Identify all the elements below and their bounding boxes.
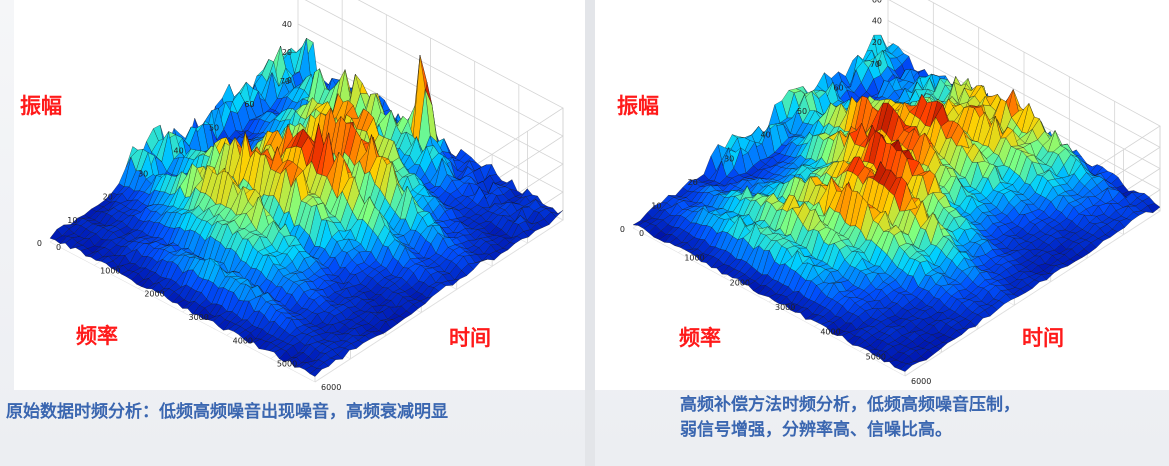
z-tick-label: 20 bbox=[872, 38, 882, 47]
freq-tick-label: 20 bbox=[688, 178, 698, 187]
time-tick-label: 0 bbox=[56, 243, 61, 252]
z-tick-label: 0 bbox=[877, 59, 882, 68]
freq-tick-label: 20 bbox=[103, 193, 113, 202]
freq-tick-label: 50 bbox=[209, 123, 219, 132]
time-tick-label: 4000 bbox=[820, 328, 840, 337]
z-tick-label: 60 bbox=[282, 0, 292, 1]
surface-cell bbox=[49, 229, 63, 241]
z-tick-label: 20 bbox=[282, 48, 292, 57]
freq-tick-label: 70 bbox=[280, 77, 290, 86]
axis-ticks: 0204060800102030405060700100020003000400… bbox=[620, 0, 931, 386]
freq-tick-label: 50 bbox=[797, 107, 807, 116]
panel-divider bbox=[585, 0, 595, 466]
left-caption: 原始数据时频分析：低频高频噪音出现噪音，高频衰减明显 bbox=[6, 402, 448, 422]
time-tick-label: 1000 bbox=[684, 254, 704, 263]
left-panel: 0204060800102030405060700100020003000400… bbox=[14, 0, 585, 390]
time-tick-label: 6000 bbox=[321, 383, 341, 390]
right-panel: 0204060800102030405060700100020003000400… bbox=[595, 0, 1169, 390]
freq-tick-label: 60 bbox=[833, 84, 843, 93]
z-tick-label: 40 bbox=[282, 20, 292, 29]
time-tick-label: 3000 bbox=[189, 313, 209, 322]
amplitude-label: 振幅 bbox=[20, 94, 62, 118]
grid-line bbox=[632, 227, 906, 377]
axis-ticks: 0204060800102030405060700100020003000400… bbox=[37, 0, 341, 390]
right-caption: 高频补偿方法时频分析，低频高频噪音压制， 弱信号增强，分辨率高、信噪比高。 bbox=[680, 393, 1020, 443]
z-tick-label: 40 bbox=[872, 17, 882, 26]
time-tick-label: 6000 bbox=[911, 377, 931, 386]
frequency-label: 频率 bbox=[76, 324, 118, 348]
surface-cell bbox=[632, 220, 646, 226]
freq-tick-label: 10 bbox=[651, 201, 661, 210]
time-tick-label: 1000 bbox=[100, 266, 120, 275]
left-surface-plot: 0204060800102030405060700100020003000400… bbox=[37, 0, 564, 390]
grid-line bbox=[49, 241, 316, 383]
surface-mesh bbox=[49, 37, 564, 377]
freq-tick-label: 30 bbox=[724, 154, 734, 163]
time-tick-label: 3000 bbox=[775, 303, 795, 312]
time-tick-label: 0 bbox=[639, 229, 644, 238]
freq-tick-label: 40 bbox=[761, 131, 771, 140]
time-label: 时间 bbox=[449, 326, 491, 350]
z-tick-label: 0 bbox=[287, 76, 292, 85]
right-caption-line-1: 高频补偿方法时频分析，低频高频噪音压制， bbox=[680, 395, 1020, 415]
amplitude-label: 振幅 bbox=[617, 94, 659, 118]
time-tick-label: 5000 bbox=[866, 352, 886, 361]
freq-tick-label: 0 bbox=[37, 239, 42, 248]
time-tick-label: 2000 bbox=[144, 290, 164, 299]
time-tick-label: 5000 bbox=[277, 360, 297, 369]
freq-tick-label: 0 bbox=[620, 225, 625, 234]
right-caption-line-2: 弱信号增强，分辨率高、信噪比高。 bbox=[680, 420, 952, 440]
time-label: 时间 bbox=[1022, 326, 1064, 350]
grid-line bbox=[904, 210, 1161, 377]
time-tick-label: 2000 bbox=[730, 278, 750, 287]
freq-tick-label: 30 bbox=[138, 170, 148, 179]
right-surface-plot: 0204060800102030405060700100020003000400… bbox=[620, 0, 1161, 386]
frequency-label: 频率 bbox=[679, 326, 721, 350]
freq-tick-label: 60 bbox=[244, 100, 254, 109]
freq-tick-label: 70 bbox=[870, 60, 880, 69]
freq-tick-label: 10 bbox=[67, 216, 77, 225]
grid-line bbox=[314, 219, 564, 383]
surface-mesh bbox=[632, 34, 1161, 372]
z-tick-label: 60 bbox=[872, 0, 882, 4]
time-tick-label: 4000 bbox=[233, 336, 253, 345]
freq-tick-label: 40 bbox=[174, 146, 184, 155]
